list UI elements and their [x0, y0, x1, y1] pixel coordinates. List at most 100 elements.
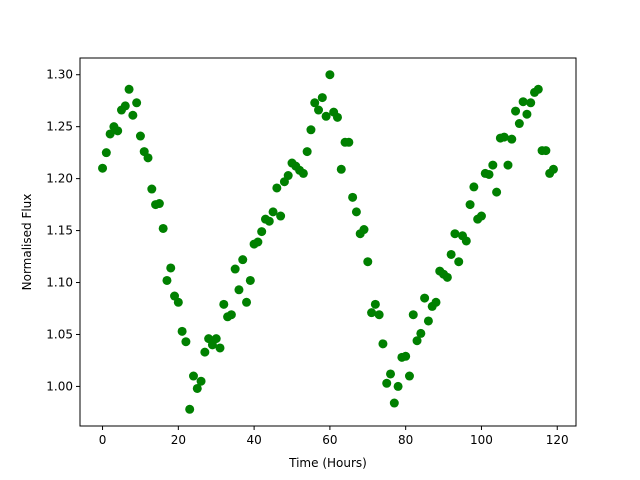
point [215, 343, 225, 353]
x-tick-label: 120 [546, 433, 569, 447]
point [147, 184, 157, 194]
point [177, 326, 187, 336]
point [321, 111, 331, 121]
y-tick-label: 1.10 [46, 276, 73, 290]
point [242, 297, 252, 307]
point [200, 347, 210, 357]
point [541, 146, 551, 156]
plot-area [98, 70, 558, 414]
point [185, 404, 195, 414]
point [484, 169, 494, 179]
point [234, 285, 244, 295]
point [283, 171, 293, 181]
point [124, 84, 134, 94]
point [113, 126, 123, 136]
point [514, 119, 524, 129]
point [219, 299, 229, 309]
point [317, 93, 327, 103]
point [420, 293, 430, 303]
point [488, 160, 498, 170]
point [522, 109, 532, 119]
point [98, 163, 108, 173]
point [158, 223, 168, 233]
point [253, 237, 263, 247]
point [461, 236, 471, 246]
x-tick-label: 100 [470, 433, 493, 447]
point [162, 275, 172, 285]
point [238, 255, 248, 265]
point [132, 98, 142, 108]
point [507, 134, 517, 144]
point [348, 192, 358, 202]
point [245, 275, 255, 285]
point [135, 131, 145, 141]
point [359, 225, 369, 235]
point [276, 211, 286, 221]
point [101, 148, 111, 158]
point [211, 334, 221, 344]
point [105, 129, 115, 139]
point [128, 110, 138, 120]
point [492, 187, 502, 197]
point [257, 227, 267, 237]
point [454, 257, 464, 267]
point [363, 257, 373, 267]
point [272, 183, 282, 193]
point [154, 199, 164, 209]
axes-frame [79, 57, 577, 427]
x-tick-label: 0 [99, 433, 107, 447]
point [325, 70, 335, 80]
point [401, 351, 411, 361]
point [465, 200, 475, 210]
point [230, 264, 240, 274]
point [518, 97, 528, 107]
point [302, 147, 312, 157]
point [526, 98, 536, 108]
point [298, 168, 308, 178]
point [404, 371, 414, 381]
point [374, 310, 384, 320]
point [450, 229, 460, 239]
point [431, 297, 441, 307]
point [408, 310, 418, 320]
point [389, 398, 399, 408]
point [442, 272, 452, 282]
point [314, 105, 324, 115]
point [196, 376, 206, 386]
point [188, 371, 198, 381]
point [393, 381, 403, 391]
point [120, 101, 130, 111]
point [181, 337, 191, 347]
x-tick-label: 60 [322, 433, 337, 447]
point [166, 263, 176, 273]
point [469, 182, 479, 192]
point [268, 207, 278, 217]
point [446, 249, 456, 259]
point [143, 153, 153, 163]
y-tick-label: 1.05 [46, 327, 73, 341]
y-tick-label: 1.30 [46, 68, 73, 82]
point [310, 98, 320, 108]
x-tick-label: 40 [246, 433, 261, 447]
y-axis-label: Normalised Flux [20, 194, 34, 291]
point [173, 297, 183, 307]
y-tick-label: 1.15 [46, 224, 73, 238]
point [499, 132, 509, 142]
point [548, 164, 558, 174]
point [192, 383, 202, 393]
point [511, 106, 521, 116]
point [533, 84, 543, 94]
y-tick-label: 1.20 [46, 172, 73, 186]
point [386, 369, 396, 379]
point [416, 328, 426, 338]
point [306, 125, 316, 135]
point [476, 211, 486, 221]
y-tick-label: 1.25 [46, 120, 73, 134]
point [351, 207, 361, 217]
x-tick-label: 80 [398, 433, 413, 447]
x-axis-label: Time (Hours) [288, 456, 367, 470]
point [367, 308, 377, 318]
point [264, 216, 274, 226]
point [382, 378, 392, 388]
